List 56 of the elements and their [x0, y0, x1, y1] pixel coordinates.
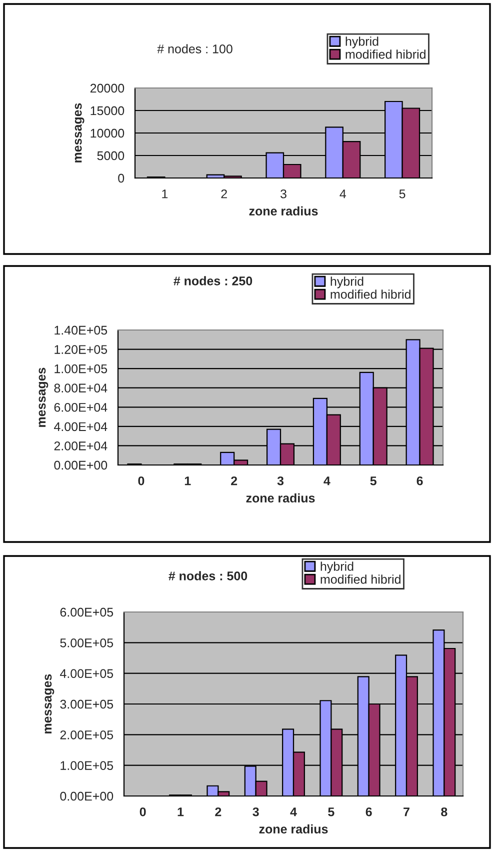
- x-tick-label: 5: [370, 476, 376, 486]
- y-tick-label: 4.00E+05: [60, 669, 114, 678]
- chart-title: # nodes : 100: [157, 44, 232, 54]
- x-tick-label: 2: [221, 189, 227, 198]
- y-tick-label: 15000: [90, 106, 124, 116]
- x-tick-label: 5: [399, 190, 406, 198]
- legend-label: hybrid: [346, 36, 378, 48]
- y-tick-label: 1.00E+05: [60, 761, 114, 770]
- x-tick-label: 1: [184, 476, 191, 486]
- y-tick-label: 20000: [90, 84, 124, 93]
- x-tick-label: 8: [441, 807, 448, 816]
- x-tick-label: 3: [252, 807, 259, 816]
- y-tick-label: 6.00E+05: [60, 608, 114, 617]
- y-tick-label: 3.00E+05: [60, 700, 114, 709]
- legend-label: modified hibrid: [330, 290, 410, 299]
- y-tick-label: 0: [118, 174, 124, 183]
- legend-label: hybrid: [320, 562, 354, 574]
- chart-title: # nodes : 250: [174, 276, 252, 286]
- x-tick-label: 3: [280, 189, 286, 198]
- y-tick-label: 5.00E+05: [60, 638, 114, 648]
- y-tick-label: 2.00E+05: [60, 730, 114, 740]
- legend-label: modified hibrid: [320, 574, 400, 584]
- x-tick-label: 5: [328, 808, 334, 816]
- legend-label: hybrid: [330, 276, 364, 288]
- x-axis-title: zone radius: [259, 824, 328, 834]
- y-tick-label: 1.20E+05: [54, 345, 108, 354]
- y-axis-title: messages: [44, 674, 54, 734]
- x-tick-label: 4: [290, 808, 297, 816]
- x-tick-label: 1: [162, 190, 168, 198]
- y-tick-label: 8.00E+04: [54, 384, 108, 393]
- y-tick-label: 2.00E+04: [54, 442, 108, 450]
- x-axis-title: zone radius: [246, 493, 315, 502]
- x-tick-label: 0: [140, 807, 146, 816]
- y-tick-label: 5000: [97, 151, 124, 160]
- y-tick-label: 1.40E+05: [54, 326, 108, 335]
- x-tick-label: 3: [277, 476, 284, 486]
- y-tick-label: 1.00E+05: [54, 364, 108, 374]
- legend-label: modified hibrid: [346, 50, 426, 59]
- y-tick-label: 10000: [90, 128, 124, 138]
- x-tick-label: 4: [324, 476, 330, 486]
- y-tick-label: 6.00E+04: [54, 402, 108, 412]
- x-tick-label: 2: [231, 476, 238, 486]
- x-tick-label: 6: [416, 476, 423, 486]
- x-tick-label: 1: [178, 808, 184, 816]
- y-tick-label: 0.00E+00: [54, 460, 108, 470]
- y-axis-title: messages: [38, 368, 48, 427]
- chart-title: # nodes : 500: [168, 571, 248, 580]
- y-tick-label: 0.00E+00: [60, 792, 114, 801]
- x-tick-label: 7: [404, 808, 410, 816]
- x-tick-label: 6: [366, 807, 372, 816]
- y-tick-label: 4.00E+04: [54, 422, 108, 432]
- x-axis-title: zone radius: [249, 206, 318, 216]
- x-tick-label: 4: [340, 190, 346, 198]
- x-tick-label: 0: [138, 476, 144, 486]
- x-tick-label: 2: [215, 807, 222, 816]
- y-axis-title: messages: [74, 103, 84, 162]
